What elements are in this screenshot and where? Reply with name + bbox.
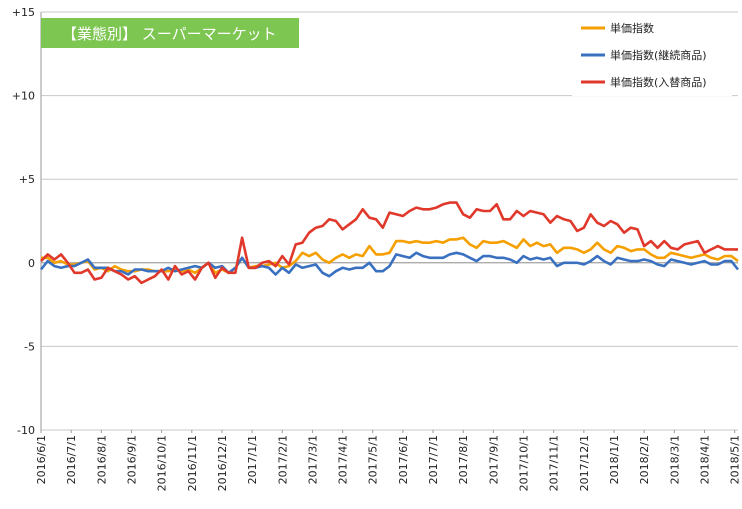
x-tick-label: 2016/12/1	[216, 435, 229, 491]
chart-title-box: 【業態別】 スーパーマーケット	[41, 18, 299, 48]
x-tick-label: 2017/7/1	[427, 435, 440, 484]
x-tick-label: 2017/12/1	[578, 435, 591, 491]
x-tick-label: 2016/6/1	[35, 435, 48, 484]
x-tick-label: 2017/1/1	[246, 435, 259, 484]
y-tick-label: +5	[19, 173, 35, 186]
y-axis: +15 +10 +5 0 -5 -10	[12, 6, 35, 437]
legend-label-continuing-items: 単価指数(継続商品)	[610, 48, 707, 62]
x-tick-label: 2017/6/1	[397, 435, 410, 484]
x-tick-label: 2018/5/1	[729, 435, 742, 484]
series-line-1	[39, 251, 740, 278]
chart-title: 【業態別】 スーパーマーケット	[62, 25, 277, 43]
y-tick-label: 0	[28, 257, 35, 270]
y-tick-label: +10	[12, 90, 35, 103]
grid-lines	[40, 11, 738, 431]
x-tick-label: 2017/8/1	[457, 435, 470, 484]
x-tick-label: 2017/10/1	[518, 435, 531, 491]
y-tick-label: -10	[17, 424, 35, 437]
x-tick-label: 2016/7/1	[65, 435, 78, 484]
x-tick-label: 2018/2/1	[638, 435, 651, 484]
y-tick-label: -5	[24, 340, 35, 353]
x-tick-label: 2016/11/1	[186, 435, 199, 491]
x-tick-label: 2018/4/1	[698, 435, 711, 484]
legend: 単価指数 単価指数(継続商品) 単価指数(入替商品)	[572, 14, 732, 96]
x-tick-label: 2017/11/1	[548, 435, 561, 491]
series-lines	[39, 201, 740, 285]
x-tick-label: 2018/3/1	[668, 435, 681, 484]
x-axis: 2016/6/1 2016/7/1 2016/8/1 2016/9/1 2016/10/…	[35, 430, 742, 491]
series-line-2	[40, 201, 738, 285]
chart-title-background	[41, 18, 299, 48]
x-tick-label: 2017/3/1	[306, 435, 319, 484]
x-tick-label: 2016/10/1	[156, 435, 169, 491]
x-tick-label: 2017/9/1	[487, 435, 500, 484]
x-tick-label: 2018/1/1	[608, 435, 621, 484]
x-tick-label: 2017/4/1	[337, 435, 350, 484]
x-tick-label: 2017/5/1	[367, 435, 380, 484]
legend-label-unit-price: 単価指数	[610, 21, 654, 35]
y-tick-label: +15	[12, 6, 35, 19]
x-tick-label: 2017/2/1	[276, 435, 289, 484]
legend-label-replacement-items: 単価指数(入替商品)	[610, 75, 707, 89]
x-tick-label: 2016/9/1	[125, 435, 138, 484]
x-tick-label: 2016/8/1	[95, 435, 108, 484]
